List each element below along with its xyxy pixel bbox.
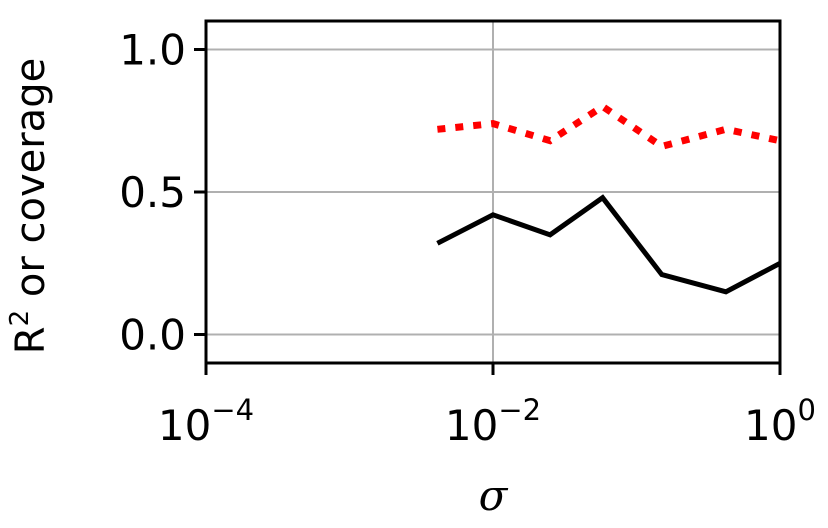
series-layer [436, 102, 782, 295]
y-tick-label: 0.5 [119, 168, 186, 217]
y-axis-label-main: R [8, 326, 54, 354]
y-tick-label: 1.0 [119, 26, 186, 75]
x-tick-base: 10 [445, 401, 498, 450]
y-axis-label: R2 or coverage [5, 58, 54, 354]
x-tick-base: 10 [744, 401, 797, 450]
y-axis-label-rest: or coverage [8, 58, 54, 310]
dotted-series-line [437, 102, 781, 151]
x-tick-label: 10−2 [445, 393, 541, 450]
x-tick-exponent: −4 [211, 393, 254, 427]
y-tick-label: 0.0 [119, 311, 186, 360]
x-axis-label: σ [479, 471, 509, 520]
x-tick-exponent: −2 [498, 393, 541, 427]
grid-layer [205, 21, 781, 363]
x-tick-exponent: 0 [798, 393, 816, 427]
solid-series-line [436, 194, 782, 295]
x-tick-label: 10−4 [158, 393, 254, 450]
x-tick-label: 100 [744, 393, 816, 450]
x-tick-base: 10 [158, 401, 211, 450]
y-axis-label-superscript: 2 [5, 310, 35, 327]
